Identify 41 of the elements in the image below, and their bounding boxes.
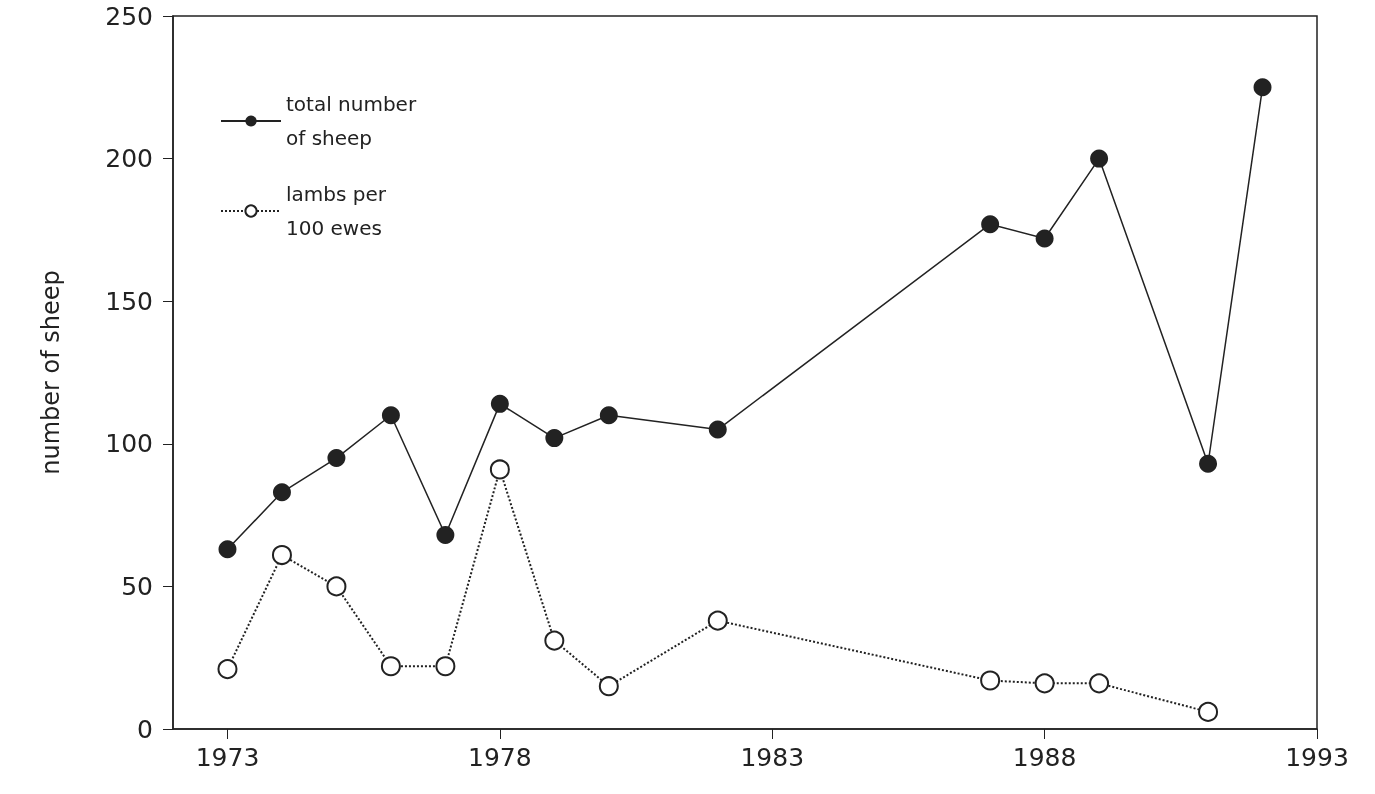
point: [380, 656, 401, 677]
point: [598, 676, 619, 697]
y-tick-label: 100: [105, 429, 153, 459]
x-tick-label: 1973: [195, 743, 260, 772]
point: [599, 406, 618, 425]
point: [545, 429, 564, 448]
point: [1035, 229, 1054, 248]
point: [218, 540, 237, 559]
legend-label: total number of sheep: [286, 92, 423, 150]
point: [271, 545, 292, 566]
point: [435, 656, 456, 677]
point: [544, 630, 565, 651]
point: [708, 420, 727, 439]
point: [1034, 673, 1055, 694]
y-tick-label: 0: [137, 714, 153, 744]
y-tick-label: 50: [121, 571, 153, 601]
y-tick-label: 250: [105, 1, 153, 31]
x-tick-label: 1993: [1285, 743, 1349, 772]
point: [327, 449, 346, 468]
point: [1090, 149, 1109, 168]
point: [272, 483, 291, 502]
point: [1253, 78, 1272, 97]
legend-label: lambs per 100 ewes: [286, 182, 393, 240]
point: [490, 394, 509, 413]
point: [326, 576, 347, 597]
point: [981, 215, 1000, 234]
point: [217, 659, 238, 680]
y-tick-label: 200: [105, 144, 153, 174]
point: [980, 670, 1001, 691]
x-tick-label: 1988: [1012, 743, 1077, 772]
point: [1198, 701, 1219, 722]
point: [489, 459, 510, 480]
x-tick-label: 1978: [468, 743, 532, 772]
x-tick-label: 1983: [740, 743, 805, 772]
point: [1199, 454, 1218, 473]
point: [707, 610, 728, 631]
point: [436, 526, 455, 545]
y-axis-title: number of sheep: [37, 270, 65, 475]
point: [381, 406, 400, 425]
y-tick-label: 150: [105, 286, 153, 316]
point: [1089, 673, 1110, 694]
